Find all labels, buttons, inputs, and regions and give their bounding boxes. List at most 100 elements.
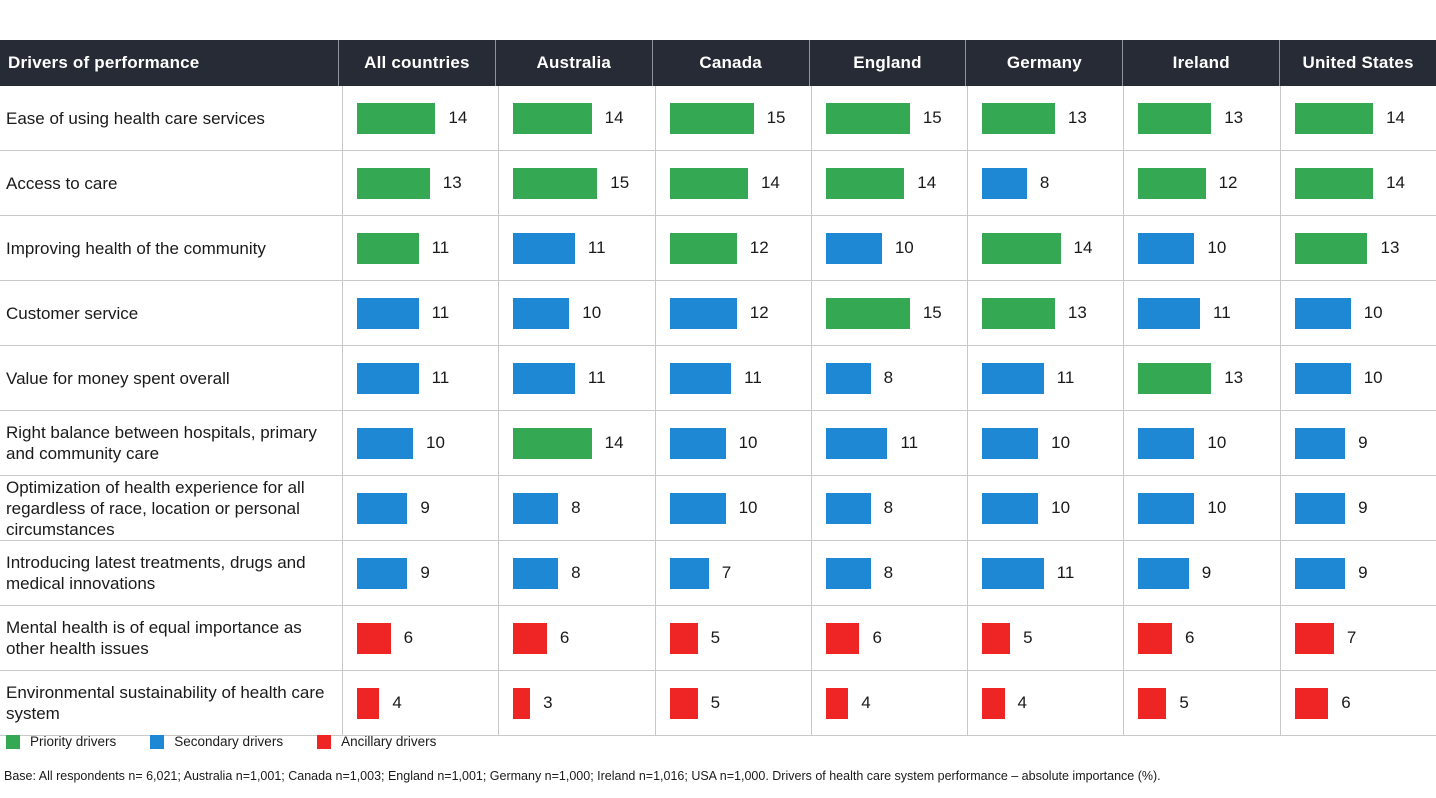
bar-value: 14 bbox=[604, 433, 624, 452]
value-bar bbox=[513, 362, 575, 394]
bar-cell: 10 bbox=[342, 411, 498, 475]
bar-value: 10 bbox=[1207, 498, 1227, 517]
value-bar bbox=[982, 297, 1055, 329]
bar-value: 9 bbox=[1358, 433, 1368, 452]
bar-cell: 13 bbox=[1123, 86, 1279, 150]
bar-cell: 5 bbox=[967, 606, 1123, 670]
value-bar bbox=[669, 297, 737, 329]
value-bar bbox=[825, 492, 871, 524]
bar-value: 13 bbox=[1067, 108, 1087, 127]
row-label: Ease of using health care services bbox=[6, 108, 265, 128]
column-header-drivers: Drivers of performance bbox=[8, 53, 200, 72]
value-bar bbox=[825, 557, 871, 589]
bar-value: 8 bbox=[883, 563, 894, 582]
bar-value: 14 bbox=[1386, 108, 1405, 127]
bar-cell: 9 bbox=[342, 541, 498, 605]
footnote: Base: All respondents n= 6,021; Australi… bbox=[4, 769, 1161, 783]
column-header-country: Germany bbox=[965, 40, 1122, 86]
header-row: Drivers of performance All countries Aust… bbox=[0, 40, 1436, 86]
value-bar bbox=[1138, 427, 1195, 459]
bar-value: 8 bbox=[571, 498, 581, 517]
table-row: Introducing latest treatments, drugs and… bbox=[0, 541, 1436, 606]
bar-value: 9 bbox=[1358, 498, 1368, 517]
bar-cell: 13 bbox=[1279, 216, 1436, 280]
value-bar bbox=[669, 232, 737, 264]
bar-value: 11 bbox=[431, 303, 450, 322]
bar-value: 6 bbox=[403, 628, 414, 647]
bar-cell: 15 bbox=[810, 86, 967, 150]
value-bar bbox=[669, 427, 726, 459]
row-label: Access to care bbox=[6, 173, 118, 193]
bar-value: 14 bbox=[448, 108, 468, 127]
bar-value: 14 bbox=[760, 173, 780, 192]
bar-cell: 14 bbox=[1279, 151, 1436, 215]
legend-item: Priority drivers bbox=[6, 734, 116, 749]
value-bar bbox=[825, 102, 910, 134]
value-bar bbox=[1138, 167, 1206, 199]
value-bar bbox=[982, 687, 1005, 719]
bar-cell: 9 bbox=[1279, 476, 1436, 540]
bar-cell: 13 bbox=[1123, 346, 1279, 410]
bar-value: 9 bbox=[1201, 563, 1212, 582]
bar-value: 11 bbox=[900, 433, 919, 452]
row-label: Environmental sustainability of health c… bbox=[6, 683, 325, 723]
row-label: Improving health of the community bbox=[6, 238, 266, 258]
bar-value: 11 bbox=[587, 368, 606, 387]
bar-cell: 4 bbox=[967, 671, 1123, 735]
table-row: Ease of using health care services 14 14 15… bbox=[0, 86, 1436, 151]
bar-value: 12 bbox=[749, 238, 769, 257]
legend-swatch-icon bbox=[6, 734, 20, 749]
bar-value: 5 bbox=[1179, 693, 1189, 712]
value-bar bbox=[513, 557, 559, 589]
value-bar bbox=[982, 557, 1044, 589]
value-bar bbox=[357, 622, 391, 654]
value-bar bbox=[1294, 232, 1368, 264]
drivers-table: Drivers of performance All countries Aust… bbox=[0, 40, 1436, 736]
bar-cell: 11 bbox=[498, 346, 654, 410]
value-bar bbox=[513, 297, 570, 329]
bar-cell: 10 bbox=[1123, 476, 1279, 540]
value-bar bbox=[982, 622, 1011, 654]
value-bar bbox=[513, 622, 547, 654]
bar-cell: 10 bbox=[810, 216, 967, 280]
value-bar bbox=[825, 622, 860, 654]
bar-cell: 15 bbox=[498, 151, 654, 215]
value-bar bbox=[1138, 687, 1167, 719]
bar-value: 15 bbox=[922, 108, 942, 127]
bar-value: 11 bbox=[1056, 368, 1075, 387]
bar-value: 10 bbox=[1207, 433, 1227, 452]
bar-cell: 9 bbox=[1123, 541, 1279, 605]
bar-cell: 8 bbox=[810, 346, 967, 410]
bar-cell: 9 bbox=[1279, 411, 1436, 475]
value-bar bbox=[982, 102, 1055, 134]
bar-cell: 11 bbox=[342, 281, 498, 345]
bar-value: 4 bbox=[392, 693, 402, 712]
value-bar bbox=[825, 427, 888, 459]
bar-value: 15 bbox=[922, 303, 942, 322]
bar-cell: 14 bbox=[498, 411, 654, 475]
value-bar bbox=[513, 102, 592, 134]
column-header-country: All countries bbox=[338, 40, 495, 86]
value-bar bbox=[669, 687, 698, 719]
bar-cell: 14 bbox=[967, 216, 1123, 280]
bar-value: 6 bbox=[1341, 693, 1351, 712]
bar-cell: 10 bbox=[654, 411, 811, 475]
bar-cell: 4 bbox=[342, 671, 498, 735]
bar-cell: 11 bbox=[342, 346, 498, 410]
value-bar bbox=[825, 362, 871, 394]
bar-cell: 3 bbox=[498, 671, 654, 735]
bar-cell: 15 bbox=[654, 86, 811, 150]
bar-value: 10 bbox=[1207, 238, 1227, 257]
row-label: Introducing latest treatments, drugs and… bbox=[6, 553, 306, 593]
value-bar bbox=[1294, 557, 1346, 589]
bar-value: 10 bbox=[738, 433, 758, 452]
value-bar bbox=[357, 297, 419, 329]
bar-cell: 7 bbox=[654, 541, 811, 605]
bar-cell: 13 bbox=[967, 86, 1123, 150]
bar-cell: 10 bbox=[1123, 411, 1279, 475]
value-bar bbox=[357, 427, 413, 459]
value-bar bbox=[1294, 427, 1346, 459]
bar-cell: 13 bbox=[967, 281, 1123, 345]
row-label: Value for money spent overall bbox=[6, 368, 230, 388]
